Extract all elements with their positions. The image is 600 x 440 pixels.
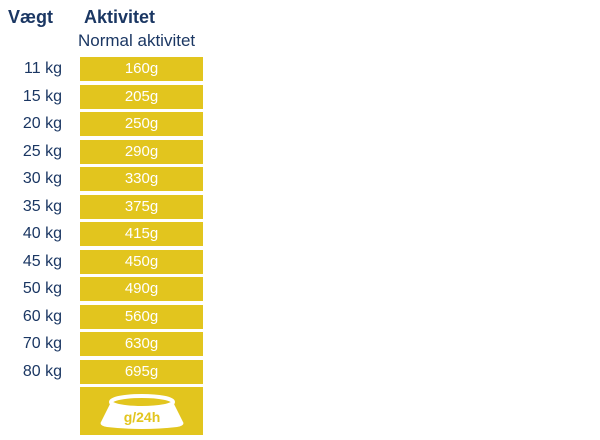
weight-label: 30 kg xyxy=(22,170,62,187)
amount-bar: 450g xyxy=(80,249,203,274)
amount-bar: 375g xyxy=(80,194,203,219)
table-row: 80 kg 695g xyxy=(0,359,203,384)
amount-bar: 560g xyxy=(80,304,203,329)
weight-label: 80 kg xyxy=(22,362,62,380)
amount-bar: 630g xyxy=(80,332,203,356)
weight-label: 60 kg xyxy=(22,307,62,325)
table-row: 20 kg 250g xyxy=(0,112,203,136)
weight-label: 35 kg xyxy=(22,197,62,215)
table-row: 35 kg 375g xyxy=(0,194,203,219)
table-row: 30 kg 330g xyxy=(0,167,203,191)
weight-label: 40 kg xyxy=(22,225,62,242)
amount-bar: 330g xyxy=(80,167,203,191)
table-body: 11 kg 160g 15 kg 205g 20 kg 250g 25 kg 2… xyxy=(0,57,203,387)
weight-label: 50 kg xyxy=(22,280,62,297)
table-row: 45 kg 450g xyxy=(0,249,203,274)
amount-bar: 695g xyxy=(80,359,203,384)
amount-bar: 415g xyxy=(80,222,203,246)
dog-bowl-icon: g/24h xyxy=(100,394,183,429)
table-row: 70 kg 630g xyxy=(0,332,203,356)
table-row: 50 kg 490g xyxy=(0,277,203,301)
table-row: 40 kg 415g xyxy=(0,222,203,246)
amount-bar: 250g xyxy=(80,112,203,136)
weight-label: 20 kg xyxy=(22,115,62,132)
weight-label: 45 kg xyxy=(22,252,62,270)
unit-block: g/24h xyxy=(80,387,203,435)
weight-label: 70 kg xyxy=(22,335,62,352)
amount-bar: 490g xyxy=(80,277,203,301)
weight-label: 15 kg xyxy=(22,87,62,105)
amount-bar: 160g xyxy=(80,57,203,81)
unit-label: g/24h xyxy=(123,409,160,425)
table-row: 11 kg 160g xyxy=(0,57,203,81)
amount-bar: 290g xyxy=(80,139,203,164)
weight-column-header: Vægt xyxy=(8,7,53,27)
weight-label: 11 kg xyxy=(24,60,62,77)
amount-bar: 205g xyxy=(80,84,203,109)
table-row: 60 kg 560g xyxy=(0,304,203,329)
activity-subheader: Normal aktivitet xyxy=(78,31,196,50)
table-row: 25 kg 290g xyxy=(0,139,203,164)
activity-column-header: Aktivitet xyxy=(84,7,156,27)
table-row: 15 kg 205g xyxy=(0,84,203,109)
weight-label: 25 kg xyxy=(22,142,62,160)
